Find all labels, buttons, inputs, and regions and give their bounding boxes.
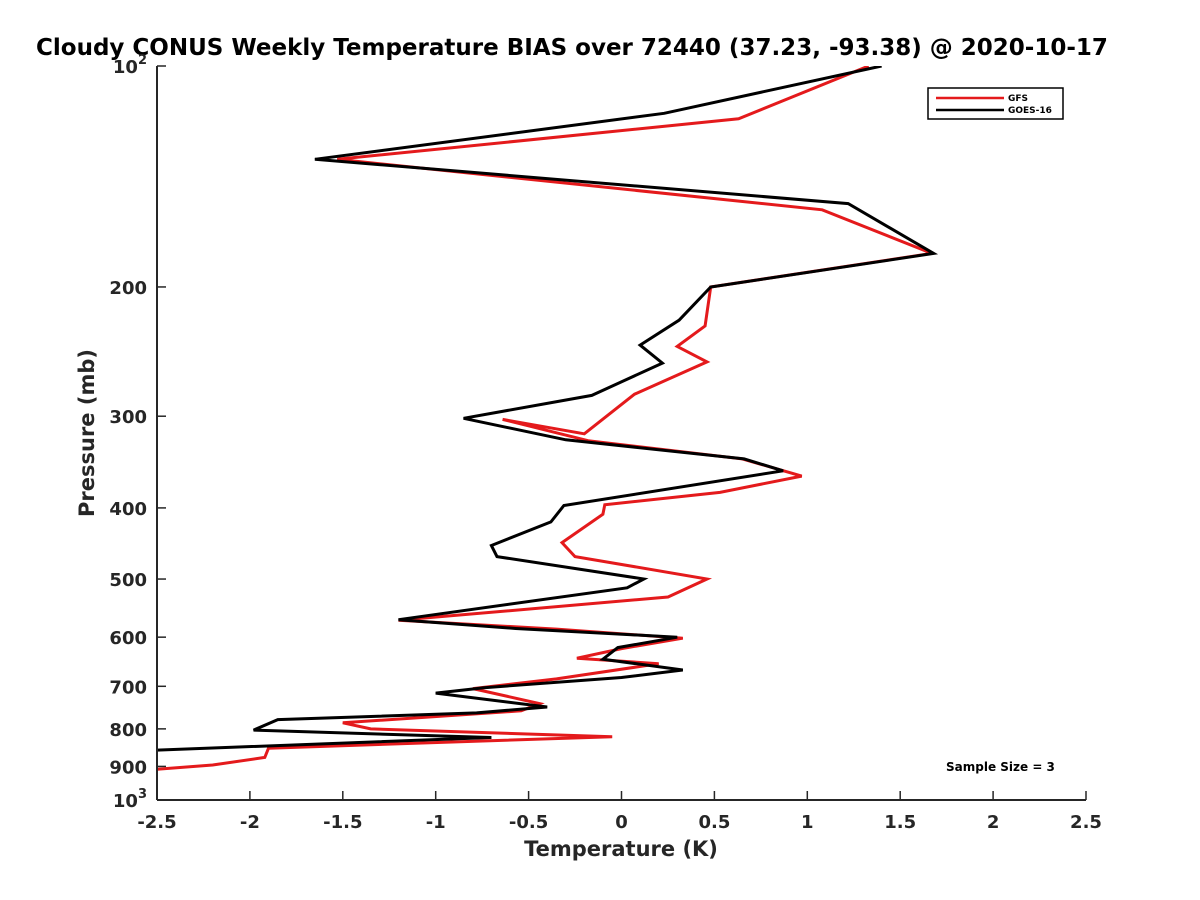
x-axis-label: Temperature (K) bbox=[524, 837, 718, 861]
y-tick-label: 400 bbox=[109, 499, 147, 520]
x-tick-label: -1.5 bbox=[323, 812, 362, 833]
x-tick-label: -2.5 bbox=[137, 812, 176, 833]
legend: GFS GOES-16 bbox=[927, 87, 1064, 120]
y-ticks: 102 200 300 400 500 600 700 800 900 103 bbox=[109, 53, 166, 812]
y-tick-label: 300 bbox=[109, 407, 147, 428]
x-tick-label: 2.5 bbox=[1070, 812, 1102, 833]
x-tick-label: 1 bbox=[801, 812, 814, 833]
x-tick-label: -0.5 bbox=[509, 812, 548, 833]
legend-label-gfs: GFS bbox=[1008, 94, 1028, 104]
series-line-gfs bbox=[157, 66, 938, 771]
y-tick-label: 900 bbox=[109, 757, 147, 778]
x-tick-label: -1 bbox=[426, 812, 446, 833]
plot-area: -2.5 -2 -1.5 -1 -0.5 0 0.5 1 1.5 2 2.5 102 200 300 40… bbox=[109, 53, 1102, 833]
y-tick-label: 103 bbox=[113, 787, 147, 812]
sample-size-annotation: Sample Size = 3 bbox=[946, 760, 1055, 774]
legend-box bbox=[927, 87, 1064, 120]
x-tick-label: -2 bbox=[240, 812, 260, 833]
x-tick-label: 0 bbox=[615, 812, 628, 833]
x-tick-label: 0.5 bbox=[698, 812, 730, 833]
y-axis-label: Pressure (mb) bbox=[75, 349, 99, 517]
x-tick-label: 2 bbox=[987, 812, 1000, 833]
chart-title: Cloudy CONUS Weekly Temperature BIAS ove… bbox=[36, 35, 1108, 61]
y-tick-label: 200 bbox=[109, 278, 147, 299]
y-tick-label: 102 bbox=[113, 53, 147, 78]
y-tick-label: 600 bbox=[109, 628, 147, 649]
y-tick-label: 500 bbox=[109, 570, 147, 591]
legend-label-goes16: GOES-16 bbox=[1008, 106, 1052, 116]
y-tick-label: 800 bbox=[109, 720, 147, 741]
series-line-goes16 bbox=[157, 66, 939, 752]
y-tick-label: 700 bbox=[109, 677, 147, 698]
x-ticks: -2.5 -2 -1.5 -1 -0.5 0 0.5 1 1.5 2 2.5 bbox=[137, 791, 1102, 833]
series-layer bbox=[157, 66, 939, 771]
x-tick-label: 1.5 bbox=[884, 812, 916, 833]
